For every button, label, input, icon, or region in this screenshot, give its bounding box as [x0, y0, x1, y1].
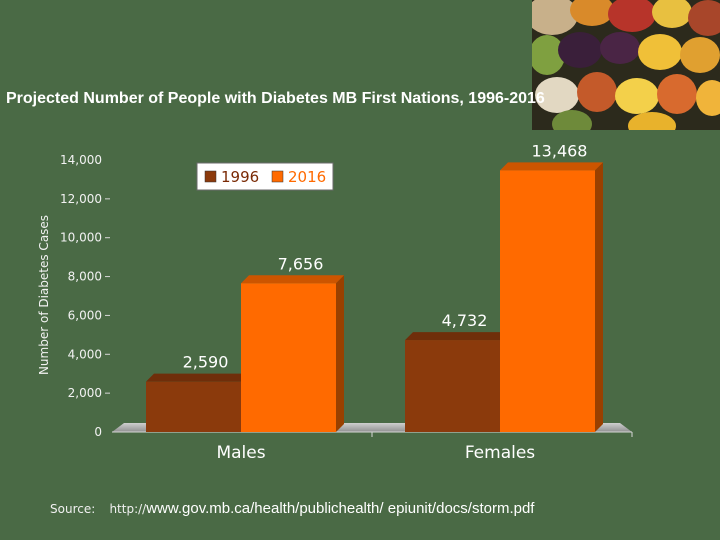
bar-top-2016-females: [500, 162, 603, 171]
source-protocol: http://: [109, 502, 147, 516]
bar-side-2016-males: [336, 275, 344, 432]
chart-title: Projected Number of People with Diabetes…: [6, 90, 545, 107]
x-tick-label-males: Males: [216, 443, 265, 463]
y-axis-ticks: 0 2,000 4,000 6,000 8,000 10,000 12,000 14,000: [60, 153, 110, 439]
y-tick-label: 10,000: [60, 231, 102, 245]
legend-label-1996: 1996: [221, 168, 259, 186]
x-tick-label-females: Females: [465, 443, 535, 463]
legend: 1996 2016: [196, 162, 334, 191]
bar-side-2016-females: [595, 162, 603, 432]
legend-swatch-2016: [271, 170, 284, 183]
y-axis-label: Number of Diabetes Cases: [37, 215, 51, 375]
y-tick-label: 2,000: [68, 386, 102, 400]
y-tick-label: 8,000: [68, 270, 102, 284]
y-tick-label: 6,000: [68, 308, 102, 322]
bar-1996-females: [405, 340, 500, 432]
y-tick-label: 14,000: [60, 153, 102, 167]
legend-swatch-1996: [204, 170, 217, 183]
source-url[interactable]: www.gov.mb.ca/health/publichealth/ epiun…: [146, 500, 535, 517]
legend-box: [196, 162, 334, 191]
bar-top-1996-males: [146, 373, 249, 382]
source-label: Source:: [50, 502, 96, 516]
source-citation: Source: http://www.gov.mb.ca/health/publ…: [50, 500, 534, 517]
bar-1996-males: [146, 381, 241, 432]
data-label-1996-males: 2,590: [183, 353, 229, 372]
data-label-1996-females: 4,732: [442, 311, 488, 330]
vegetables-photo: [532, 0, 720, 130]
bar-2016-males: [241, 283, 336, 432]
bars: 2,590 4,732 7,656 13,468: [146, 141, 603, 432]
y-tick-label: 4,000: [68, 347, 102, 361]
y-tick-label: 0: [94, 425, 102, 439]
data-label-2016-males: 7,656: [278, 254, 324, 273]
bar-top-1996-females: [405, 332, 508, 341]
x-axis-labels: Males Females: [216, 443, 535, 463]
bar-top-2016-males: [241, 275, 344, 284]
data-label-2016-females: 13,468: [532, 141, 588, 160]
y-tick-label: 12,000: [60, 192, 102, 206]
legend-label-2016: 2016: [288, 168, 326, 186]
bar-2016-females: [500, 170, 595, 432]
